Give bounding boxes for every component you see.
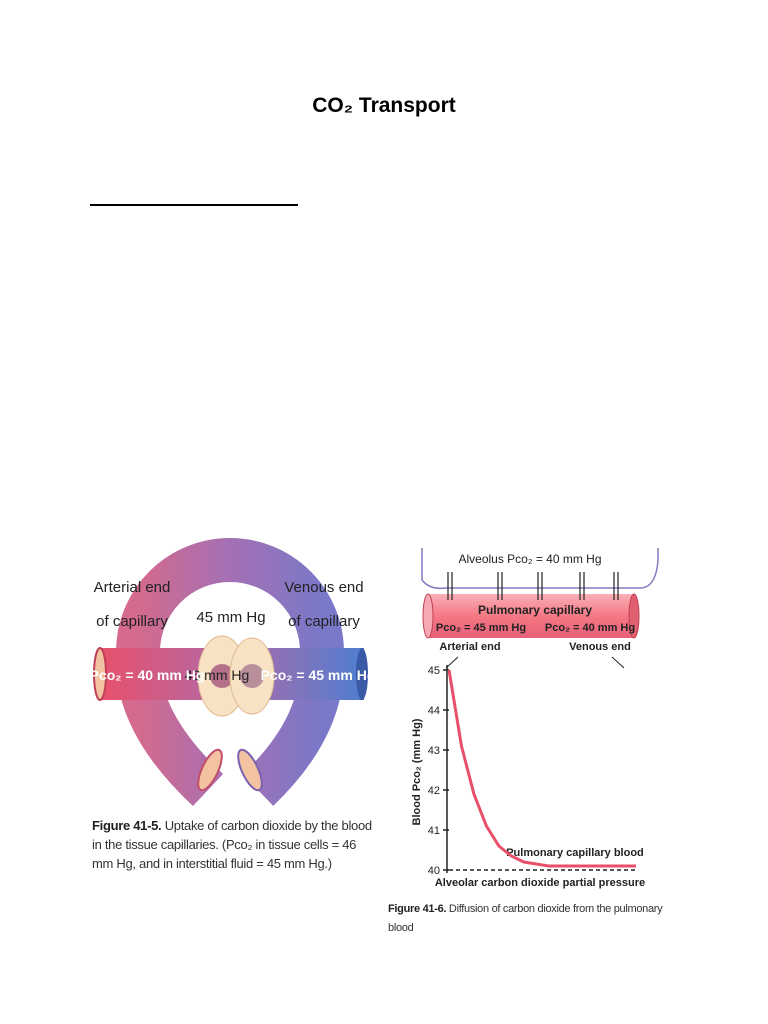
label: Pco₂ = 45 mm Hg — [436, 622, 526, 634]
tube-end — [628, 593, 640, 639]
y-tick-label: 45 — [428, 665, 440, 677]
label: 46 mm Hg — [185, 667, 250, 683]
heading-underline — [90, 204, 298, 206]
y-tick-label: 40 — [428, 865, 440, 877]
cut-end — [197, 748, 223, 792]
label: Alveolar carbon dioxide partial pressure — [435, 877, 645, 889]
figure-41-6: Alveolus Pco₂ = 40 mm Hg Pulmonary capil… — [411, 548, 659, 889]
cut-end — [237, 748, 263, 792]
caption-text: Diffusion of carbon dioxide from the pul… — [388, 903, 663, 934]
y-axis-label: Blood Pco₂ (mm Hg) — [411, 718, 423, 825]
tube-end — [422, 593, 434, 639]
tube-end — [93, 647, 107, 701]
label: of capillary — [96, 613, 168, 630]
label: 45 mm Hg — [196, 609, 265, 626]
y-tick-label: 43 — [428, 745, 440, 757]
label: Pco₂ = 40 mm Hg — [545, 622, 635, 634]
label: Pulmonary capillary — [478, 603, 592, 617]
y-tick-label: 42 — [428, 785, 440, 797]
diffusion-arrows — [447, 572, 619, 600]
nucleus — [240, 664, 264, 688]
tube-end — [356, 648, 368, 700]
caption: Figure 41-5. Uptake of carbon dioxide by… — [92, 816, 372, 873]
caption-text: Uptake of carbon dioxide by the blood in… — [92, 818, 372, 871]
caption-label: Figure 41-5. — [92, 818, 162, 833]
curve — [447, 669, 636, 868]
label: Venous end — [284, 579, 363, 596]
y-tick-label: 44 — [428, 705, 440, 717]
y-tick-label: 41 — [428, 825, 440, 837]
label: Venous end — [569, 641, 631, 653]
caption: Figure 41-6. Diffusion of carbon dioxide… — [388, 900, 678, 938]
label: Arterial end — [439, 641, 500, 653]
caption-label: Figure 41-6. — [388, 903, 447, 915]
label: Pulmonary capillary blood — [506, 847, 644, 859]
label: Alveolus Pco₂ = 40 mm Hg — [458, 552, 601, 566]
title: CO₂ Transport — [312, 94, 456, 117]
nucleus — [210, 664, 234, 688]
arrow — [445, 656, 459, 669]
label: of capillary — [288, 613, 360, 630]
label: Pco₂ = 40 mm Hg — [90, 667, 205, 683]
label: Arterial end — [94, 579, 171, 596]
label: Pco₂ = 45 mm Hg — [261, 667, 376, 683]
figure-41-5: Arterial end of capillary Venous end of … — [90, 538, 376, 807]
arrow — [611, 656, 625, 669]
pulmonary-capillary — [428, 594, 634, 638]
